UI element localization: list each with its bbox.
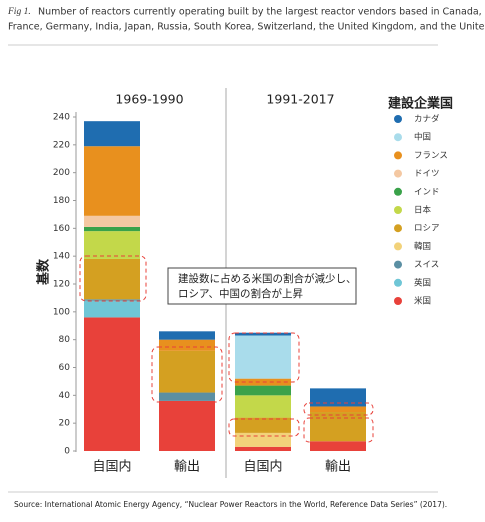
x-tick-label: 輸出 bbox=[174, 460, 200, 475]
y-tick-label: 140 bbox=[53, 252, 70, 262]
legend-label: 韓国 bbox=[414, 241, 431, 252]
y-tick-label: 40 bbox=[59, 391, 71, 401]
annotation: 建設数に占める米国の割合が減少し、 bbox=[178, 272, 357, 285]
bar-segment bbox=[159, 350, 215, 393]
bar-segment bbox=[84, 300, 140, 318]
bar-segment bbox=[310, 412, 366, 442]
bar-segment bbox=[84, 299, 140, 301]
legend-swatch bbox=[394, 224, 402, 233]
legend-label: スイス bbox=[414, 260, 439, 270]
legend-swatch bbox=[394, 151, 402, 160]
legend-label: カナダ bbox=[414, 114, 440, 125]
bar-segment bbox=[235, 446, 291, 451]
bar-segment bbox=[159, 339, 215, 351]
legend-swatch bbox=[394, 278, 402, 287]
y-tick-label: 160 bbox=[53, 224, 70, 234]
legend-swatch bbox=[394, 242, 402, 251]
bar-segment bbox=[310, 388, 366, 407]
bar-segment bbox=[159, 331, 215, 340]
legend-label: 米国 bbox=[414, 296, 431, 307]
legend-swatch bbox=[394, 133, 402, 142]
y-tick-label: 80 bbox=[59, 335, 71, 345]
legend-swatch bbox=[394, 187, 402, 196]
legend-label: 英国 bbox=[414, 277, 431, 288]
y-tick-label: 20 bbox=[59, 419, 71, 429]
y-tick-label: 100 bbox=[53, 307, 70, 317]
x-tick-label: 輸出 bbox=[325, 460, 351, 475]
y-tick-label: 120 bbox=[53, 280, 70, 290]
caption-line: France, Germany, India, Japan, Russia, S… bbox=[8, 22, 485, 33]
bar-segment bbox=[235, 395, 291, 418]
legend-label: 日本 bbox=[414, 205, 432, 216]
bar-segment bbox=[159, 392, 215, 401]
highlight-box bbox=[151, 346, 223, 403]
caption-label: Fig 1. bbox=[7, 7, 31, 17]
x-tick-label: 自国内 bbox=[243, 459, 282, 475]
legend-label: ロシア bbox=[414, 224, 440, 234]
caption-line: Number of reactors currently operating b… bbox=[38, 7, 485, 18]
bar-segment bbox=[84, 121, 140, 147]
bar-segment bbox=[235, 385, 291, 396]
annotation-box bbox=[167, 267, 357, 305]
y-tick-label: 240 bbox=[53, 113, 70, 123]
bar-segment bbox=[235, 417, 291, 433]
highlights bbox=[79, 255, 374, 443]
group-label: 1969-1990 bbox=[115, 92, 183, 107]
group-label: 1991-2017 bbox=[266, 92, 334, 107]
x-tick-label: 自国内 bbox=[92, 459, 131, 475]
legend-label: インド bbox=[414, 187, 440, 197]
bar-segment bbox=[84, 258, 140, 300]
y-tick-label: 180 bbox=[53, 196, 70, 206]
legend-label: フランス bbox=[414, 151, 448, 161]
bar-segment bbox=[235, 432, 291, 447]
bar-segment bbox=[159, 400, 215, 451]
bar-segment bbox=[235, 332, 291, 336]
bar-segment bbox=[310, 441, 366, 451]
source: Source: International Atomic Energy Agen… bbox=[14, 500, 447, 509]
bars bbox=[84, 121, 366, 451]
highlight-box bbox=[228, 418, 300, 437]
bar-segment bbox=[84, 226, 140, 232]
y-tick-label: 220 bbox=[53, 140, 70, 150]
legend-swatch bbox=[394, 260, 402, 269]
legend-swatch bbox=[394, 115, 402, 123]
y-tick-label: 0 bbox=[64, 447, 70, 457]
bar-segment bbox=[84, 317, 140, 451]
highlight-box bbox=[303, 417, 374, 443]
y-axis-label: 基数 bbox=[36, 258, 52, 286]
legend-label: ドイツ bbox=[414, 169, 440, 179]
bar-segment bbox=[84, 215, 140, 227]
legend-swatch bbox=[394, 206, 402, 214]
legend-swatch bbox=[394, 169, 402, 178]
legend-label: 中国 bbox=[414, 132, 431, 143]
bar-segment bbox=[310, 406, 366, 413]
y-tick-label: 60 bbox=[59, 363, 71, 373]
highlight-box bbox=[303, 402, 374, 416]
bar-segment bbox=[84, 231, 140, 259]
annotation: ロシア、中国の割合が上昇 bbox=[178, 287, 303, 300]
highlight-box bbox=[79, 255, 147, 302]
bar-segment bbox=[235, 335, 291, 379]
highlight-box bbox=[228, 332, 300, 383]
y-tick-label: 200 bbox=[53, 168, 70, 178]
legend-swatch bbox=[394, 297, 402, 305]
legend-title: 建設企業国 bbox=[388, 96, 453, 112]
bar-segment bbox=[84, 146, 140, 216]
